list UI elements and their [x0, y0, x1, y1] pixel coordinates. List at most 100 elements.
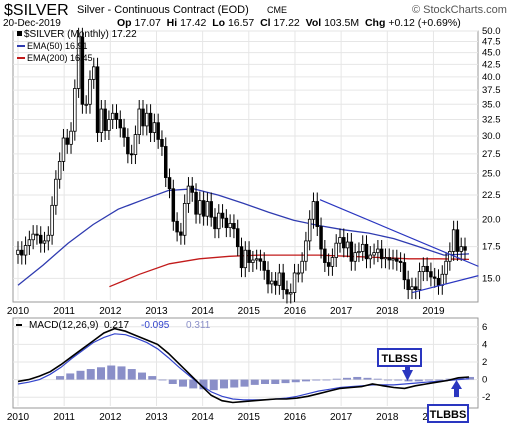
- price-y-tick: 37.5: [482, 85, 501, 96]
- price-y-tick: 40.0: [482, 72, 501, 83]
- candle-body: [50, 204, 54, 236]
- histogram-bar: [312, 379, 321, 381]
- macd-y-axis: -2 0 2 4 6: [482, 322, 490, 403]
- candle-body: [281, 272, 285, 291]
- macd-y-tick: -2: [482, 392, 490, 403]
- candle-body: [190, 185, 194, 193]
- candle-body: [103, 108, 107, 131]
- high-label: Hi: [166, 17, 178, 29]
- candle-body: [220, 212, 225, 219]
- candle-body: [444, 260, 448, 275]
- candle-body: [326, 262, 331, 267]
- candle-body: [300, 260, 304, 274]
- candle-body: [345, 241, 350, 249]
- candle-body: [270, 280, 274, 285]
- candle-body: [20, 249, 24, 256]
- price-legend: $SILVER (Monthly) 17.22 EMA(50) 16.91 EM…: [17, 29, 137, 63]
- candle-body: [258, 258, 263, 262]
- candle-body: [243, 249, 248, 269]
- candle-body: [209, 201, 213, 218]
- histogram-bar: [322, 379, 331, 381]
- candle-body: [417, 271, 422, 291]
- candle-body: [213, 216, 217, 230]
- histogram-bar: [250, 379, 259, 385]
- price-legend-text: $SILVER (Monthly) 17.22: [24, 29, 137, 40]
- candle-body: [307, 218, 312, 242]
- histogram-bar: [107, 365, 116, 380]
- macd-y-tick: 6: [482, 322, 487, 333]
- histogram-bar: [445, 378, 454, 380]
- price-y-tick: 42.5: [482, 59, 501, 70]
- macd-y-tick: 0: [482, 375, 487, 386]
- histogram-bar: [127, 369, 136, 380]
- candle-body: [46, 234, 51, 242]
- low-value: 16.57: [227, 17, 255, 29]
- candle-body: [152, 122, 157, 133]
- histogram-bar: [332, 378, 341, 380]
- candle-body: [387, 257, 391, 261]
- price-y-tick: 35.0: [482, 99, 501, 110]
- candle-body: [414, 286, 418, 291]
- candle-body: [254, 258, 259, 261]
- candle-body: [65, 137, 69, 145]
- candle-body: [285, 289, 289, 295]
- candle-body: [247, 249, 251, 263]
- candle-body: [167, 177, 172, 190]
- price-y-tick: 30.0: [482, 131, 501, 142]
- candle-body: [410, 286, 414, 291]
- macd-x-tick: 2013: [145, 412, 168, 423]
- candle-body: [122, 127, 126, 138]
- candle-body: [205, 201, 210, 217]
- histogram-bar: [343, 377, 351, 380]
- histogram-bar: [56, 376, 64, 380]
- candle-body: [16, 249, 20, 255]
- candle-body: [311, 201, 316, 220]
- histogram-bar: [261, 379, 269, 384]
- candle-body: [319, 226, 323, 250]
- macd-histogram: [56, 365, 474, 391]
- candle-body: [251, 259, 255, 263]
- candle-body: [137, 108, 141, 135]
- quote-date: 20-Dec-2019: [3, 18, 61, 29]
- price-x-tick: 2013: [145, 306, 168, 317]
- candle-body: [455, 229, 460, 252]
- candle-body: [198, 200, 202, 215]
- candle-body: [133, 134, 138, 155]
- candle-body: [262, 260, 266, 271]
- candle-body: [182, 203, 187, 236]
- candle-body: [163, 146, 168, 178]
- candle-body: [54, 178, 58, 206]
- candle-body: [372, 252, 376, 256]
- candle-body: [406, 279, 410, 291]
- candle-body: [296, 272, 301, 275]
- histogram-bar: [199, 379, 208, 390]
- histogram-bar: [404, 379, 413, 382]
- macd-x-tick: 2014: [192, 412, 215, 423]
- candle-body: [429, 271, 433, 278]
- price-x-tick: 2011: [53, 306, 75, 317]
- price-y-tick: 17.5: [482, 242, 501, 253]
- histogram-bar: [353, 376, 362, 380]
- ema50-line-group: [17, 188, 470, 286]
- candle-body: [38, 234, 43, 244]
- macd-legend: MACD(12,26,9) 0.217 -0.095 0.311: [16, 320, 211, 331]
- candle-body: [42, 240, 47, 244]
- histogram-bar: [414, 379, 423, 382]
- histogram-legend-value: 0.311: [186, 320, 211, 331]
- price-y-tick: 25.0: [482, 168, 501, 179]
- histogram-bar: [168, 379, 177, 384]
- histogram-bar: [76, 370, 85, 380]
- tlbss-label: TLBSS: [381, 353, 417, 365]
- histogram-bar: [138, 372, 146, 380]
- candle-body: [304, 240, 308, 262]
- candle-body: [459, 246, 463, 252]
- change-label: Chg: [364, 17, 386, 29]
- price-x-tick: 2015: [238, 306, 261, 317]
- candle-body: [360, 243, 365, 252]
- price-x-tick: 2012: [99, 306, 122, 317]
- macd-legend-value: 0.217: [104, 320, 129, 331]
- candle-body: [292, 272, 297, 293]
- down-arrow-icon: [402, 366, 413, 381]
- price-y-tick: 32.5: [482, 115, 501, 126]
